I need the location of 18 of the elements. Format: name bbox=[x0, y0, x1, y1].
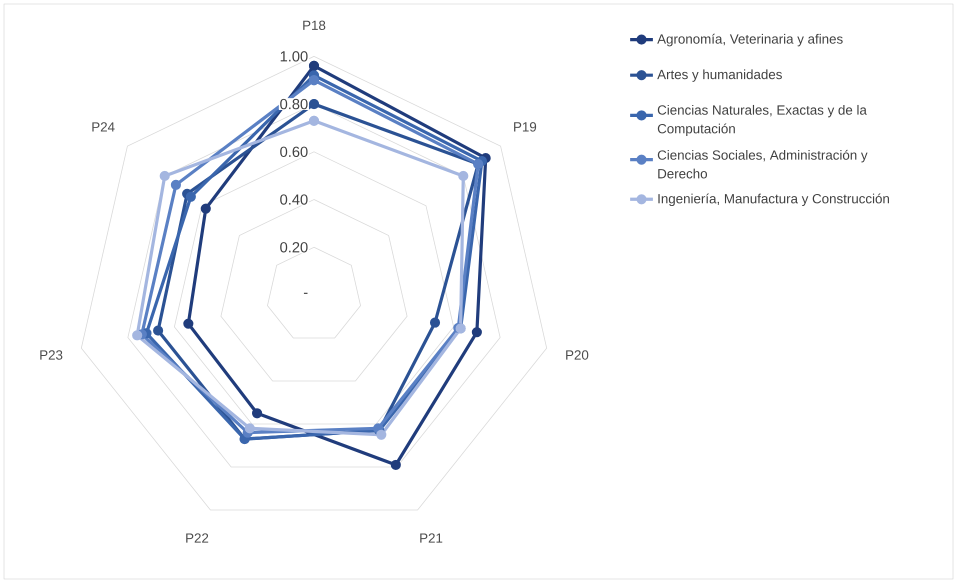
legend-label: Agronomía, Veterinaria y afines bbox=[657, 34, 843, 46]
y-tick-label: 1.00 bbox=[280, 51, 308, 62]
legend-label: Ciencias Sociales, Administración y Derecho bbox=[658, 150, 868, 178]
y-tick-label: 0.20 bbox=[280, 242, 308, 252]
y-tick-label: 0.40 bbox=[280, 194, 308, 205]
y-tick-label: 0.60 bbox=[280, 146, 308, 157]
spoke-label: P24 bbox=[92, 122, 115, 132]
legend-label: Ciencias Naturales, Exactas y de la Computación bbox=[658, 104, 867, 136]
spoke-label: P22 bbox=[186, 533, 208, 543]
legend-label: Ingeniería, Manufactura y Construcción bbox=[658, 193, 889, 206]
spoke-label: P20 bbox=[566, 350, 588, 360]
y-tick-label: 0.80 bbox=[280, 98, 308, 110]
spoke-label: P19 bbox=[514, 122, 536, 132]
spoke-label: P18 bbox=[303, 20, 326, 30]
legend-label: Artes y humanidades bbox=[657, 69, 782, 82]
y-tick-label: - bbox=[304, 292, 308, 294]
spoke-label: P21 bbox=[420, 533, 442, 543]
spoke-label: P23 bbox=[40, 350, 62, 360]
